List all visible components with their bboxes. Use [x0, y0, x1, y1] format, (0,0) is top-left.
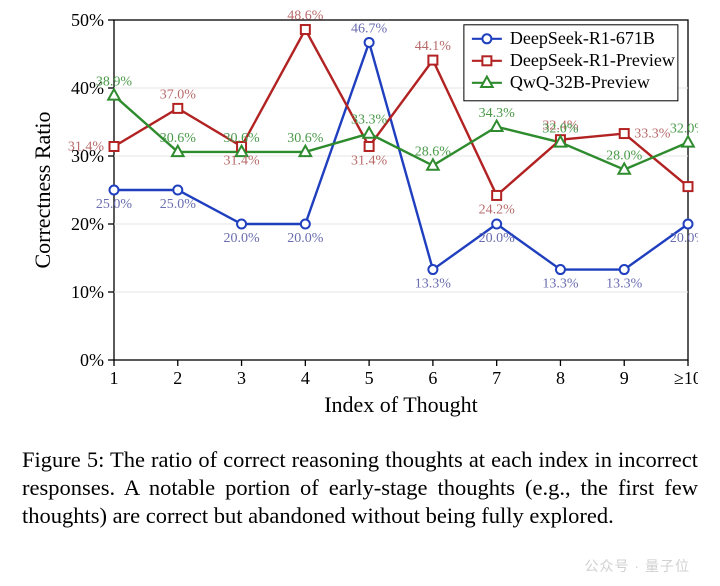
marker-square [620, 129, 629, 138]
data-label: 30.6% [223, 131, 259, 146]
data-label: 28.6% [415, 145, 452, 160]
marker-circle [301, 220, 310, 229]
data-label: 20.0% [223, 231, 259, 246]
marker-circle [492, 220, 501, 229]
marker-circle [620, 265, 629, 274]
correctness-ratio-chart: 0%10%20%30%40%50%123456789≥10Index of Th… [22, 8, 698, 428]
marker-triangle [363, 127, 375, 137]
x-tick-label: 1 [110, 368, 119, 388]
x-tick-label: 8 [556, 368, 565, 388]
marker-square [428, 56, 437, 65]
data-label: 30.6% [160, 131, 197, 146]
x-tick-label: 6 [428, 368, 437, 388]
data-label: 46.7% [351, 21, 388, 36]
x-tick-label: ≥10 [674, 368, 698, 388]
x-tick-label: 9 [620, 368, 629, 388]
y-tick-label: 0% [80, 350, 104, 370]
caption-prefix: Figure 5: [22, 447, 104, 472]
watermark-text: 公众号 · 量子位 [585, 556, 690, 576]
x-tick-label: 2 [173, 368, 182, 388]
marker-circle [365, 38, 374, 47]
data-label: 31.4% [68, 139, 105, 154]
data-label: 20.0% [479, 231, 515, 246]
marker-circle [110, 186, 119, 195]
data-label: 30.6% [287, 131, 324, 146]
legend-label: DeepSeek-R1-671B [510, 28, 655, 48]
y-tick-label: 10% [71, 282, 104, 302]
data-label: 31.4% [223, 153, 259, 168]
data-label: 48.6% [287, 9, 324, 24]
marker-square [173, 104, 182, 113]
data-label: 31.4% [351, 153, 388, 168]
marker-circle [556, 265, 565, 274]
data-label: 37.0% [160, 87, 197, 102]
data-label: 33.3% [351, 113, 388, 128]
caption-text: The ratio of correct reasoning thoughts … [22, 447, 698, 528]
marker-triangle [491, 121, 503, 131]
data-label: 32.0% [542, 121, 579, 136]
y-axis-title: Correctness Ratio [30, 111, 55, 268]
legend-label: QwQ-32B-Preview [510, 72, 650, 92]
data-label: 20.0% [670, 231, 698, 246]
data-label: 44.1% [415, 39, 452, 54]
data-label: 24.2% [479, 202, 515, 217]
marker-circle [237, 220, 246, 229]
data-label: 33.3% [634, 127, 671, 142]
data-label: 34.3% [479, 106, 515, 121]
marker-square [110, 142, 119, 151]
marker-square [684, 182, 693, 191]
marker-circle [428, 265, 437, 274]
y-tick-label: 20% [71, 214, 104, 234]
x-tick-label: 5 [365, 368, 374, 388]
marker-square [365, 142, 374, 151]
marker-circle [482, 34, 491, 43]
marker-square [492, 191, 501, 200]
x-tick-label: 3 [237, 368, 246, 388]
data-label: 13.3% [606, 277, 643, 292]
data-label: 32.0% [670, 121, 698, 136]
y-tick-label: 50% [71, 10, 104, 30]
marker-circle [173, 186, 182, 195]
x-tick-label: 4 [301, 368, 310, 388]
figure-caption: Figure 5: The ratio of correct reasoning… [22, 446, 698, 530]
data-label: 25.0% [96, 197, 133, 212]
data-label: 13.3% [542, 277, 579, 292]
marker-triangle [682, 136, 694, 146]
data-label: 25.0% [160, 197, 197, 212]
data-label: 28.0% [606, 149, 643, 164]
data-label: 38.9% [96, 74, 133, 89]
marker-circle [684, 220, 693, 229]
data-label: 20.0% [287, 231, 324, 246]
chart-svg: 0%10%20%30%40%50%123456789≥10Index of Th… [22, 8, 698, 428]
x-axis-title: Index of Thought [324, 392, 478, 417]
data-label: 13.3% [415, 277, 452, 292]
marker-square [301, 25, 310, 34]
x-tick-label: 7 [492, 368, 501, 388]
marker-square [482, 56, 491, 65]
legend-label: DeepSeek-R1-Preview [510, 50, 675, 70]
marker-triangle [108, 89, 120, 99]
